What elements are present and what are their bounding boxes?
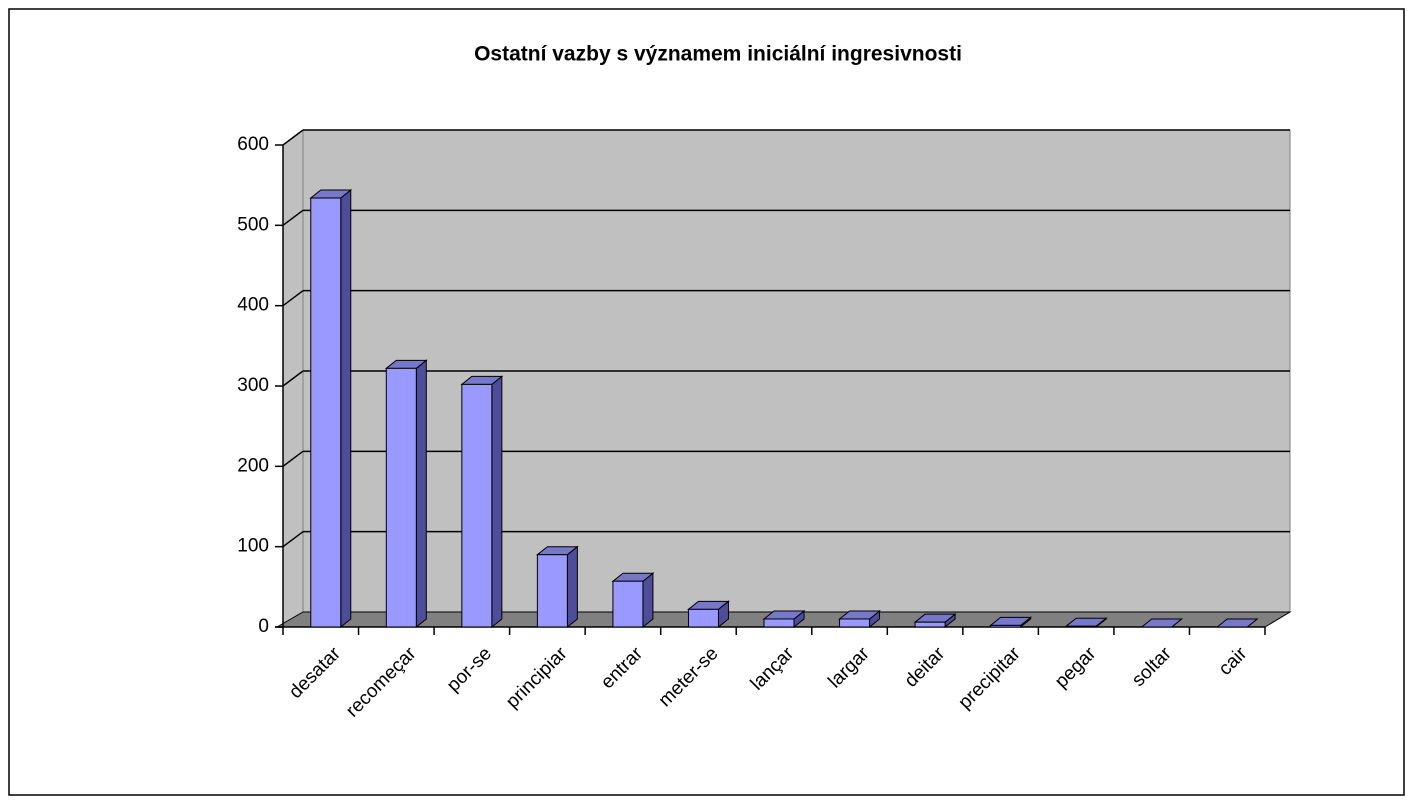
- grid-line: [282, 290, 304, 307]
- bar: [612, 580, 644, 628]
- y-tick-label: 0: [258, 616, 269, 637]
- bar: [536, 554, 568, 628]
- bar: [687, 608, 719, 628]
- bar: [914, 621, 946, 628]
- bar: [990, 624, 1022, 628]
- y-tick-label: 500: [237, 214, 269, 235]
- bar: [839, 618, 871, 628]
- bar: [1065, 625, 1097, 628]
- bar: [461, 383, 493, 628]
- bar-side: [415, 359, 427, 629]
- bar-top: [1140, 618, 1184, 628]
- bar-top: [1215, 618, 1259, 628]
- grid-line: [282, 209, 304, 226]
- y-tick-label: 300: [237, 375, 269, 396]
- bar: [385, 367, 417, 628]
- bar-side: [642, 572, 654, 629]
- y-tick-label: 100: [237, 536, 269, 557]
- bar: [310, 197, 342, 628]
- grid-line: [282, 370, 304, 387]
- chart-title: Ostatní vazby s významem iniciální ingre…: [474, 43, 962, 66]
- y-tick-label: 200: [237, 455, 269, 476]
- bar-side: [566, 545, 578, 629]
- grid-line: [282, 450, 304, 467]
- y-tick-label: 400: [237, 295, 269, 316]
- bar: [763, 618, 795, 628]
- bar-side: [340, 188, 352, 629]
- grid-line: [282, 129, 304, 146]
- bar-side: [491, 375, 503, 629]
- y-tick-label: 600: [237, 134, 269, 155]
- grid-line: [282, 531, 304, 548]
